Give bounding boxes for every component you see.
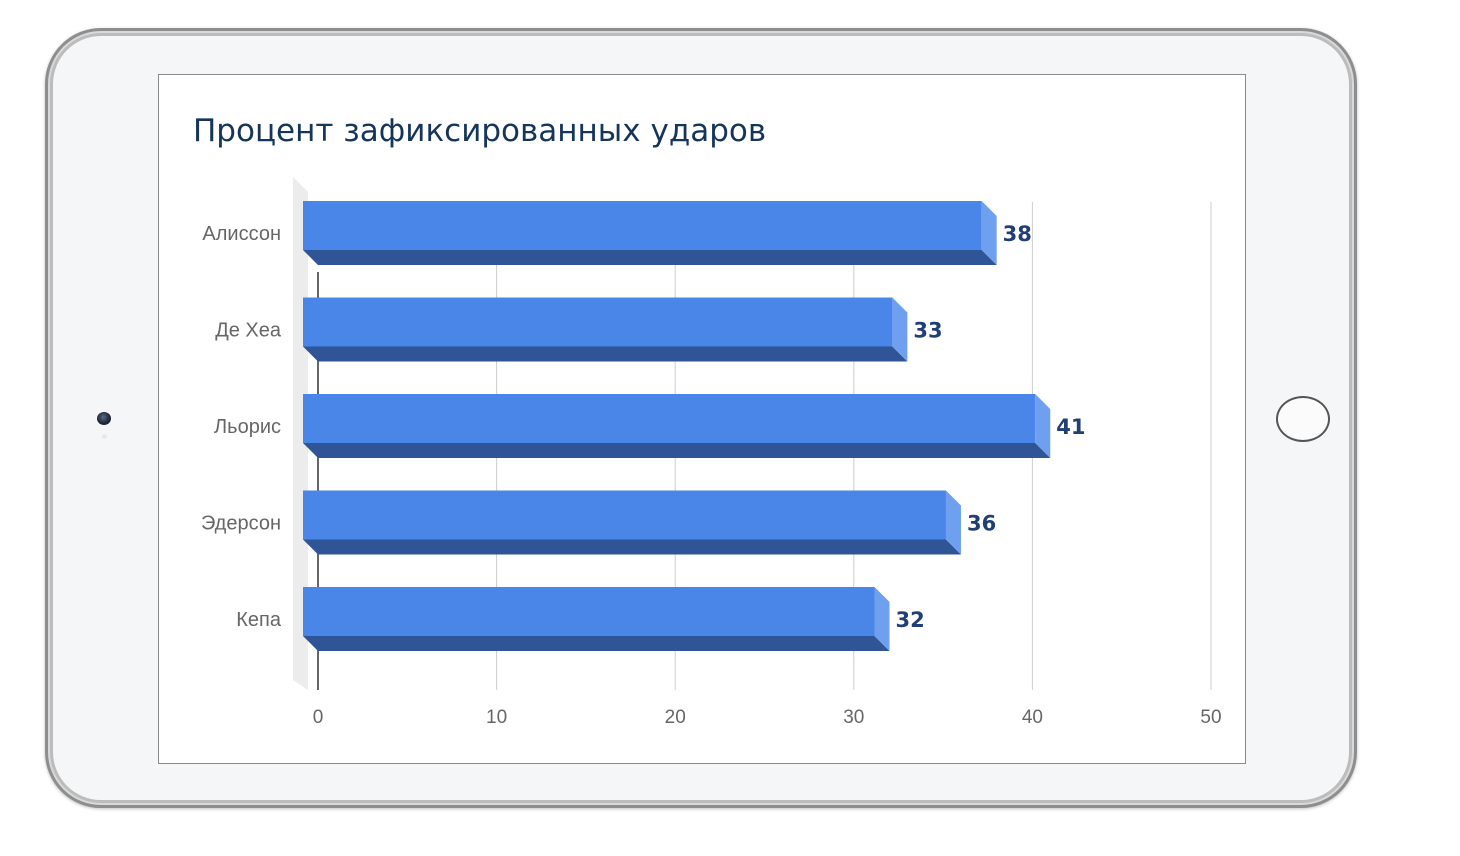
bar-chart: 0 10 20 30 40 50 Алиссон 38 Де Хеа 33 Льорис 41 Эдер… [201,177,1222,728]
x-tick-label: 0 [313,707,324,728]
bar-bottom [303,250,997,265]
bar-front [303,587,875,636]
x-tick-label: 40 [1022,707,1043,728]
bar-front [303,297,893,347]
bar-side [1035,394,1051,458]
category-label: Алиссон [202,223,281,245]
x-tick-label: 50 [1200,707,1221,728]
camera-icon [97,412,111,425]
home-button[interactable] [1276,396,1330,442]
bar-bottom [303,346,908,362]
bar-bottom [303,539,961,555]
bar [303,297,908,362]
data-label: 33 [913,319,942,343]
sensor-dot [102,434,107,439]
bar [303,490,961,555]
bar-front [303,490,946,540]
bar [303,201,997,265]
category-label: Де Хеа [215,320,282,342]
chart-title: Процент зафиксированных ударов [193,113,767,149]
data-label: 36 [967,512,996,536]
data-label: 41 [1056,415,1085,439]
tablet-screen: Процент зафиксированных ударов 0 10 20 30 40… [158,74,1246,764]
data-label: 32 [896,608,925,632]
bar-side [945,490,961,555]
x-tick-label: 20 [665,707,686,728]
bar-bottom [303,443,1051,458]
category-label: Кепа [236,609,282,631]
bar-side [874,587,890,651]
category-label: Льорис [214,416,281,438]
bar-bottom [303,636,890,651]
x-tick-label: 30 [843,707,864,728]
category-label: Эдерсон [201,513,281,535]
data-label: 38 [1003,222,1032,246]
bar-side [981,201,997,265]
bar [303,394,1051,458]
bar-front [303,394,1036,443]
bar-front [303,201,982,250]
bar-side [892,297,908,362]
bar [303,587,890,651]
x-tick-label: 10 [486,707,507,728]
